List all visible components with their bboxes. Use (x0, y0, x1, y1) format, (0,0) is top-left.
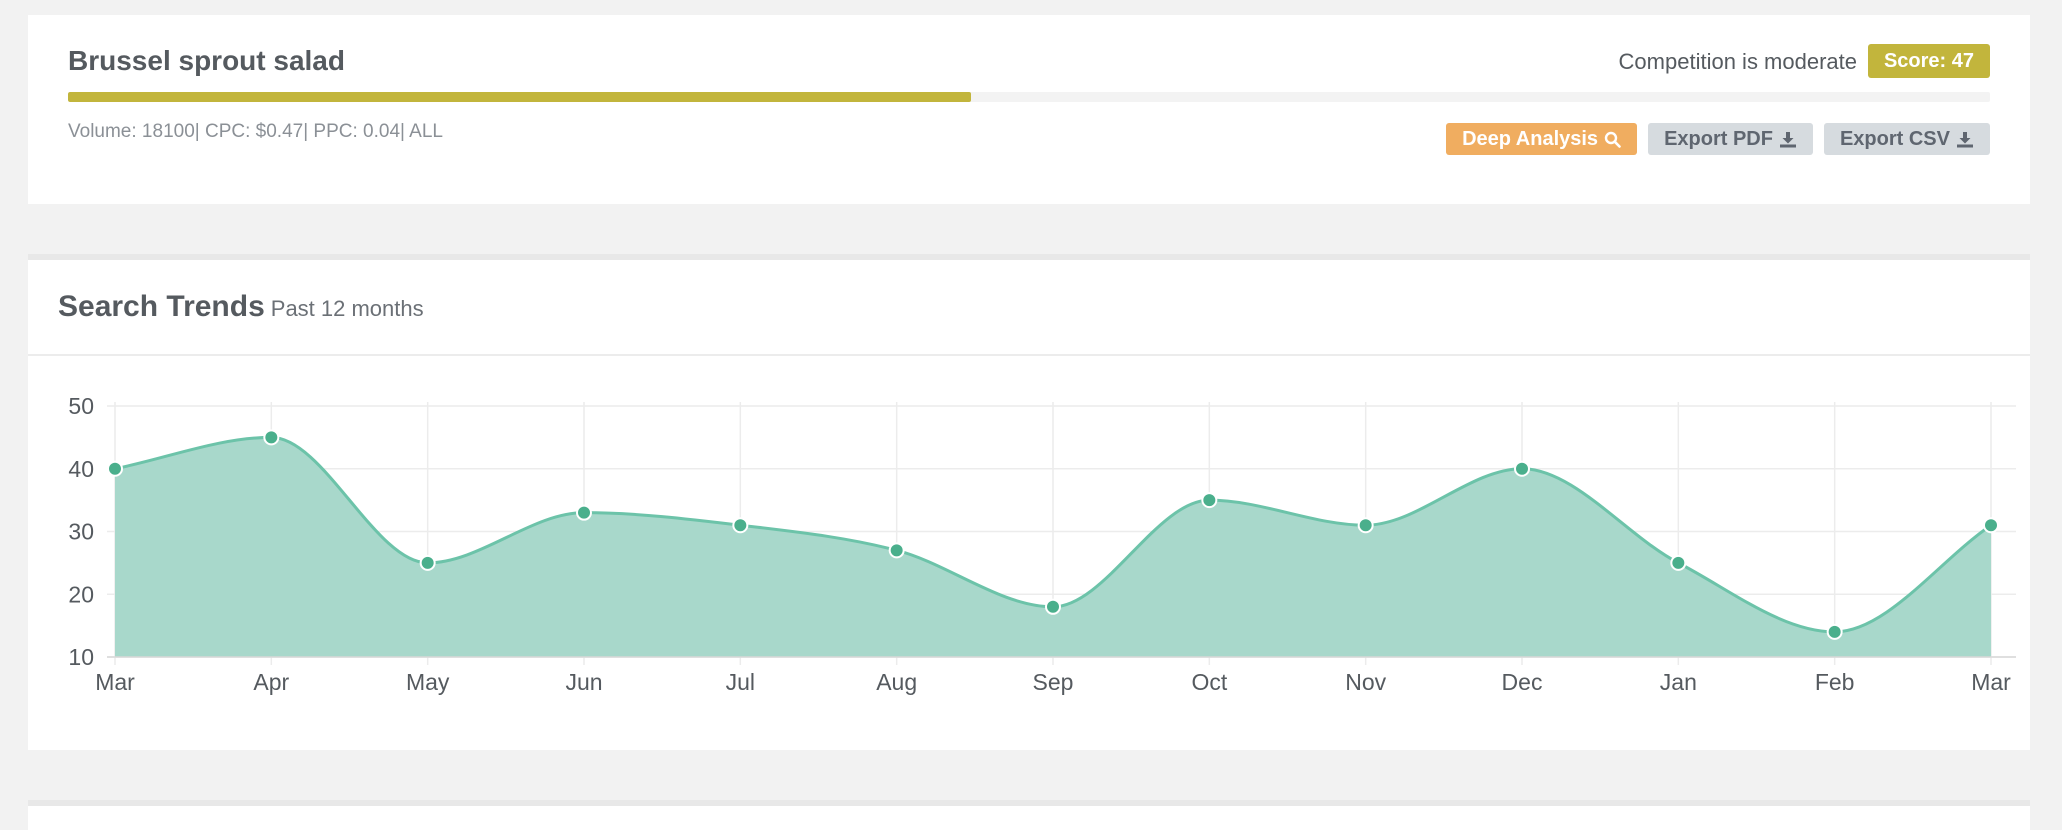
data-point (1045, 598, 1061, 615)
search-trends-card: Search Trends Past 12 months 10 20 30 40 50 Ma… (28, 254, 2030, 750)
keyword-metrics: Volume: 18100| CPC: $0.47| PPC: 0.04| AL… (68, 121, 443, 142)
export-pdf-label: Export PDF (1664, 128, 1773, 150)
data-point (1357, 517, 1374, 534)
y-tick-label: 40 (68, 456, 94, 482)
data-point (107, 460, 123, 477)
search-trends-subtitle: Past 12 months (270, 296, 424, 321)
y-tick-label: 50 (68, 393, 94, 419)
data-point (1201, 492, 1218, 509)
search-trends-title: Search Trends Past 12 months (58, 290, 424, 324)
y-tick-label: 30 (68, 519, 94, 545)
trend-area (115, 437, 1991, 657)
x-tick-label: Jun (565, 669, 602, 695)
y-tick-label: 20 (68, 581, 94, 607)
deep-analysis-button[interactable]: Deep Analysis (1446, 123, 1638, 155)
search-trends-chart: 10 20 30 40 50 Mar Apr May Jun Jul Aug Sep Oct Nov Dec… (68, 393, 2016, 695)
data-point (1514, 460, 1530, 477)
export-pdf-button[interactable]: Export PDF (1648, 123, 1813, 155)
search-icon (1604, 131, 1621, 148)
export-csv-button[interactable]: Export CSV (1823, 123, 1990, 155)
x-tick-label: Jul (726, 669, 755, 695)
x-tick-label: Apr (253, 669, 289, 695)
data-point (1983, 517, 1999, 534)
competition-text: Competition is moderate (1618, 49, 1857, 74)
x-tick-label: Oct (1191, 669, 1227, 695)
x-tick-label: May (406, 669, 450, 695)
x-tick-label: Mar (95, 669, 135, 695)
data-point (732, 517, 749, 534)
x-tick-label: Nov (1345, 669, 1386, 695)
keyword-title: Brussel sprout salad (68, 45, 345, 76)
export-csv-label: Export CSV (1839, 128, 1950, 150)
search-trends-header: Search Trends Past 12 months (28, 260, 2030, 356)
x-tick-label: Feb (1815, 669, 1855, 695)
x-tick-label: Mar (1971, 669, 2011, 695)
competition-progress-bar (68, 92, 1990, 102)
score-badge: Score: 47 (1867, 44, 1990, 78)
download-icon (1957, 131, 1973, 147)
data-point (888, 542, 905, 559)
y-tick-label: 10 (68, 644, 94, 670)
next-card (28, 800, 2030, 830)
competition-progress-fill (68, 92, 972, 102)
x-tick-label: Aug (876, 669, 917, 695)
x-tick-label: Jan (1660, 669, 1697, 695)
data-point (263, 429, 280, 446)
x-tick-label: Sep (1033, 669, 1074, 695)
search-trends-title-text: Search Trends (58, 290, 265, 323)
data-point (1670, 554, 1687, 571)
download-icon (1779, 131, 1796, 147)
deep-analysis-label: Deep Analysis (1462, 128, 1599, 150)
data-point (576, 504, 592, 521)
keyword-card: Brussel sprout salad Competition is mode… (28, 15, 2030, 204)
data-point (419, 554, 436, 571)
x-tick-label: Dec (1502, 669, 1543, 695)
action-buttons: Deep Analysis Export PDF Export CSV (1446, 123, 1990, 155)
data-point (1826, 623, 1843, 640)
